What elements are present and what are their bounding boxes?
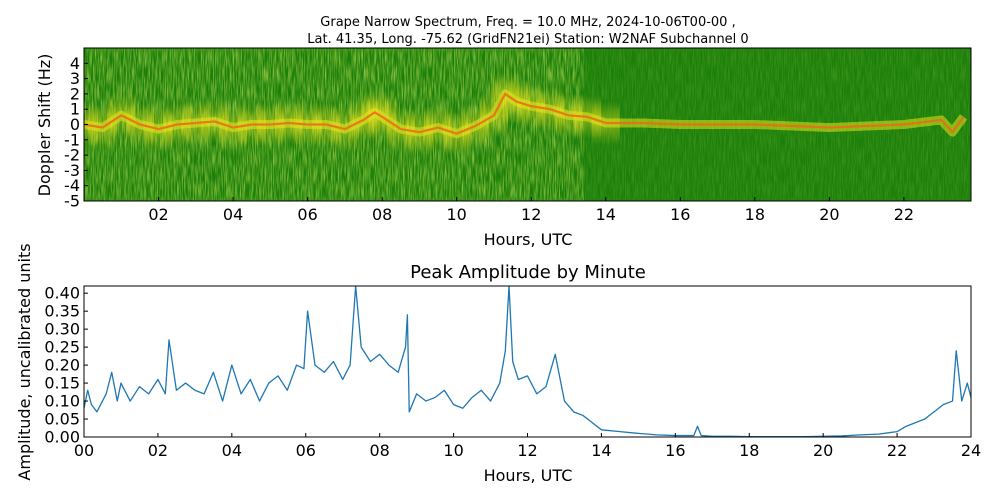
spectrogram-x-tick-label: 02 (148, 205, 168, 224)
spectrogram-y-tick-label: 3 (70, 69, 80, 88)
spectrogram-plot-area (84, 48, 971, 201)
amplitude-y-tick-label: 0.40 (44, 284, 80, 303)
spectrogram-x-ticks: 02 04 06 08 10 12 14 16 18 20 22 (148, 197, 914, 224)
spectrogram-x-tick-label: 22 (894, 205, 914, 224)
amplitude-x-tick-label: 10 (443, 441, 463, 460)
spectrogram-x-label: Hours, UTC (484, 230, 573, 249)
spectrogram-subtitle: Lat. 41.35, Long. -75.62 (GridFN21ei) St… (307, 32, 748, 47)
spectrogram-x-tick-label: 12 (521, 205, 541, 224)
spectrogram-x-tick-label: 04 (223, 205, 243, 224)
amplitude-x-tick-label: 24 (961, 441, 981, 460)
amplitude-panel: Peak Amplitude by Minute 00 02 04 06 08 10 12 1… (15, 243, 981, 485)
amplitude-x-tick-label: 00 (74, 441, 94, 460)
amplitude-x-tick-label: 04 (222, 441, 242, 460)
spectrogram-y-tick-label: 2 (70, 84, 80, 103)
spectrogram-y-label: Doppler Shift (Hz) (35, 54, 54, 197)
amplitude-y-tick-label: 0.05 (44, 410, 80, 429)
spectrogram-x-tick-label: 08 (372, 205, 392, 224)
amplitude-x-tick-label: 22 (887, 441, 907, 460)
amplitude-y-tick-label: 0.00 (44, 428, 80, 447)
spectrogram-x-tick-label: 14 (596, 205, 616, 224)
amplitude-y-ticks: 0.400.350.300.250.200.150.100.050.00 (44, 284, 88, 447)
spectrogram-title: Grape Narrow Spectrum, Freq. = 10.0 MHz,… (320, 15, 735, 30)
spectrogram-y-tick-label: -2 (64, 146, 80, 165)
amplitude-x-tick-label: 06 (296, 441, 316, 460)
amplitude-x-tick-label: 20 (813, 441, 833, 460)
amplitude-y-tick-label: 0.10 (44, 392, 80, 411)
spectrogram-y-tick-label: 1 (70, 100, 80, 119)
amplitude-x-tick-label: 18 (739, 441, 759, 460)
spectrogram-y-tick-label: 4 (70, 54, 80, 73)
amplitude-plot-area (84, 286, 971, 437)
spectrogram-x-tick-label: 16 (670, 205, 690, 224)
amplitude-x-tick-label: 02 (148, 441, 168, 460)
amplitude-title: Peak Amplitude by Minute (410, 262, 646, 283)
spectrogram-x-tick-label: 10 (447, 205, 467, 224)
spectrogram-x-tick-label: 06 (297, 205, 317, 224)
amplitude-x-tick-label: 12 (517, 441, 537, 460)
amplitude-y-tick-label: 0.25 (44, 338, 80, 357)
amplitude-y-tick-label: 0.20 (44, 356, 80, 375)
spectrogram-x-tick-label: 20 (819, 205, 839, 224)
amplitude-y-tick-label: 0.15 (44, 374, 80, 393)
amplitude-x-tick-label: 08 (369, 441, 389, 460)
amplitude-y-label: Amplitude, uncalibrated units (15, 243, 34, 480)
amplitude-y-tick-label: 0.35 (44, 302, 80, 321)
spectrogram-panel: Grape Narrow Spectrum, Freq. = 10.0 MHz,… (35, 15, 972, 249)
spectrogram-y-tick-label: -4 (64, 176, 80, 195)
spectrogram-y-tick-label: -3 (64, 161, 80, 180)
amplitude-y-tick-label: 0.30 (44, 320, 80, 339)
amplitude-x-tick-label: 14 (591, 441, 611, 460)
amplitude-x-ticks: 00 02 04 06 08 10 12 14 16 18 20 22 24 (74, 433, 981, 460)
spectrogram-y-tick-label: -5 (64, 192, 80, 211)
doppler-trace (84, 92, 965, 135)
amplitude-x-tick-label: 16 (665, 441, 685, 460)
spectrogram-y-tick-label: 0 (70, 115, 80, 134)
spectrogram-x-tick-label: 18 (745, 205, 765, 224)
amplitude-x-label: Hours, UTC (484, 466, 573, 485)
spectrogram-y-tick-label: -1 (64, 130, 80, 149)
